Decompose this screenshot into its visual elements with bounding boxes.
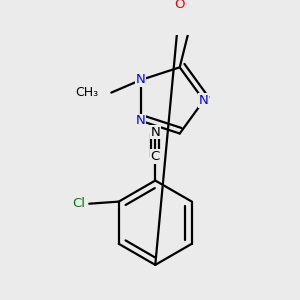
Text: CH₃: CH₃ — [76, 86, 99, 99]
Text: N: N — [199, 94, 208, 107]
Text: Cl: Cl — [72, 197, 85, 210]
Text: N: N — [136, 114, 146, 128]
Text: N: N — [150, 125, 160, 139]
Text: O: O — [175, 0, 185, 11]
Text: N: N — [136, 74, 146, 86]
Text: C: C — [151, 150, 160, 163]
